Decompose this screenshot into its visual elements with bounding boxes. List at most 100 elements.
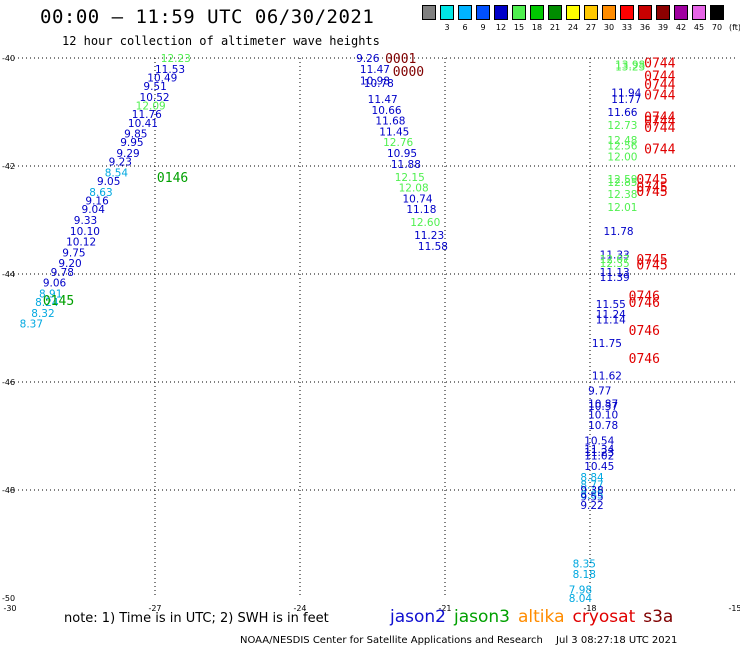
y-tick-label: -50 [2, 594, 15, 603]
wave-height-label: 10.41 [128, 118, 158, 130]
wave-height-label: 11.58 [418, 241, 448, 253]
y-tick-label: -44 [2, 270, 15, 279]
wave-height-label: 11.33 [600, 250, 630, 262]
wave-height-label: 12.48 [607, 135, 637, 147]
time-label: 0745 [636, 181, 667, 196]
wave-height-label: 12.00 [607, 151, 637, 163]
wave-height-label: 8.32 [31, 308, 54, 320]
wave-height-label: 11.45 [379, 126, 409, 138]
wave-height-label: 8.35 [573, 558, 596, 570]
wave-height-label: 9.16 [85, 196, 109, 208]
color-swatch [422, 5, 436, 20]
time-label: 0000 [393, 65, 424, 80]
time-label: 0744 [644, 110, 675, 125]
x-tick-label: -18 [583, 604, 596, 613]
wave-height-label: 8.04 [569, 593, 593, 605]
wave-height-label: 11.75 [592, 338, 622, 350]
color-scale-label: 24 [567, 23, 579, 32]
wave-height-label: 11.68 [375, 116, 405, 128]
wave-height-label: 8.91 [39, 288, 62, 300]
wave-height-label: 8.63 [89, 187, 112, 199]
wave-height-label: 11.14 [596, 314, 626, 326]
wave-height-label: 9.38 [580, 485, 603, 497]
wave-height-label: 12.23 [161, 53, 191, 65]
wave-height-label: 11.76 [132, 109, 162, 121]
wave-height-label: 11.78 [604, 226, 634, 238]
wave-height-label: 9.26 [356, 53, 380, 65]
wave-height-label: 9.51 [143, 81, 166, 93]
wave-height-label: 10.87 [588, 399, 618, 411]
wave-height-label: 8.85 [580, 489, 603, 501]
time-label: 0744 [644, 69, 675, 84]
wave-height-label: 13.23 [615, 62, 645, 74]
wave-height-label: 12.35 [600, 258, 630, 270]
wave-height-label: 10.54 [584, 435, 614, 447]
time-label: 0745 [636, 253, 667, 268]
color-swatch [674, 5, 688, 20]
color-scale-label: 15 [513, 23, 525, 32]
color-scale-label: 30 [603, 23, 615, 32]
wave-height-label: 12.56 [607, 140, 637, 152]
wave-height-label: 11.02 [584, 450, 614, 462]
wave-height-label: 11.88 [391, 159, 421, 171]
color-scale-label: 27 [585, 23, 597, 32]
legend-item-jason3: jason3 [454, 607, 510, 627]
wave-height-label: 10.49 [147, 72, 177, 84]
color-swatch [620, 5, 634, 20]
units-note: note: 1) Time is in UTC; 2) SWH is in fe… [64, 611, 329, 626]
wave-height-label: 12.59 [607, 174, 637, 186]
x-tick-label: -30 [3, 604, 16, 613]
color-swatch [566, 5, 580, 20]
wave-height-label: 9.77 [588, 386, 611, 398]
color-scale-label: 45 [693, 23, 705, 32]
wave-height-label: 9.05 [97, 176, 120, 188]
wave-height-label: 11.39 [600, 272, 630, 284]
time-label: 0745 [636, 185, 667, 200]
wave-height-label: 11.18 [406, 204, 436, 216]
wave-height-label: 10.66 [372, 105, 402, 117]
wave-height-label: 11.34 [584, 444, 614, 456]
wave-height-label: 10.74 [402, 193, 432, 205]
chart-subtitle: 12 hour collection of altimeter wave hei… [62, 34, 380, 48]
time-label: 0744 [644, 78, 675, 93]
color-swatch [476, 5, 490, 20]
color-swatch [494, 5, 508, 20]
wave-height-label: 10.95 [387, 148, 417, 160]
wave-height-label: 10.98 [360, 76, 390, 88]
wave-height-label: 9.22 [580, 500, 603, 512]
wave-height-label: 11.23 [414, 230, 444, 242]
wave-height-label: 11.94 [611, 88, 641, 100]
wave-height-label: 9.33 [74, 215, 97, 227]
wave-height-label: 9.85 [124, 129, 147, 141]
time-label: 0746 [629, 290, 660, 305]
wave-height-label: 8.24 [35, 297, 59, 309]
wave-height-label: 12.38 [607, 189, 637, 201]
x-tick-label: -27 [148, 604, 161, 613]
y-tick-label: -42 [2, 162, 15, 171]
wave-height-label: 9.20 [58, 258, 81, 270]
color-swatch [692, 5, 706, 20]
wave-height-label: 11.53 [155, 64, 185, 76]
wave-height-label: 12.60 [410, 217, 440, 229]
legend-item-s3a: s3a [643, 607, 674, 627]
wave-height-label: 12.01 [607, 202, 637, 214]
wave-height-label: 8.37 [20, 319, 43, 331]
satellite-legend: jason2 jason3 altika cryosat s3a [390, 607, 681, 627]
color-swatch [440, 5, 454, 20]
wave-height-label: 11.55 [596, 299, 626, 311]
time-label: 0146 [157, 171, 188, 186]
time-label: 0746 [629, 296, 660, 311]
time-label: 0744 [644, 143, 675, 158]
color-scale-label: 6 [462, 23, 468, 32]
color-scale-label: 36 [639, 23, 651, 32]
wave-height-label: 9.78 [51, 267, 74, 279]
color-scale-unit: (ft) [728, 23, 740, 32]
wave-height-label: 8.18 [573, 569, 596, 581]
color-scale-label: 9 [480, 23, 486, 32]
color-scale-label: 70 [711, 23, 723, 32]
wave-height-label: 12.07 [600, 254, 630, 266]
y-tick-label: -48 [2, 486, 15, 495]
color-swatch [602, 5, 616, 20]
wave-height-label: 10.12 [66, 237, 96, 249]
wave-height-label: 11.47 [368, 94, 398, 106]
